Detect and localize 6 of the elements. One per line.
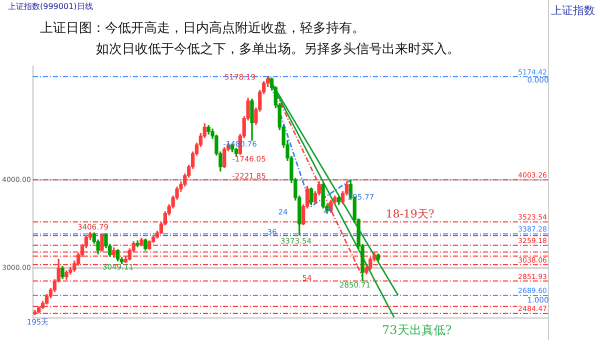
- chart-subtitle: 如次日收低于今低之下，多单出场。另择多头信号出来时买入。: [96, 41, 460, 58]
- text: 上证指数: [551, 3, 595, 18]
- annotation: 18-19天?: [386, 206, 434, 222]
- text: 上证指数(999001)日线: [8, 1, 93, 12]
- chart-title: 上证日图：今低开高走，日内高点附近收盘，轻多持有。: [40, 20, 365, 37]
- text: 73天出真低?: [382, 322, 452, 339]
